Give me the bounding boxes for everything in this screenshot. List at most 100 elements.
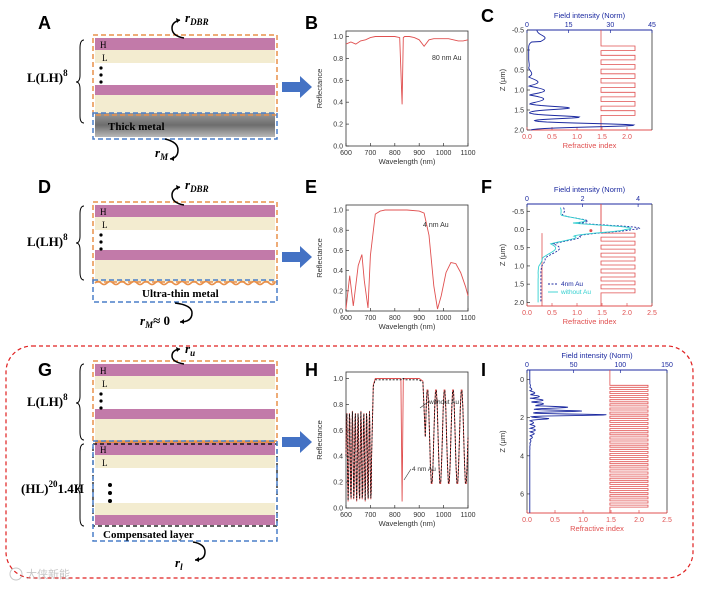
y-axis-label: Z (μm) [498, 243, 507, 266]
field-intensity-curve [528, 370, 607, 513]
x-tick-label: 2.0 [622, 134, 632, 141]
metal-border [92, 112, 278, 140]
x-tick-label: 700 [365, 315, 377, 322]
y-axis-label: Z (μm) [498, 68, 507, 91]
x-tick-label: 2.0 [634, 517, 644, 524]
compensated-layer-label: Compensated layer [103, 529, 194, 541]
curved-arrow-rdbr-D [171, 186, 185, 206]
series-without-au [345, 378, 469, 501]
panel-letter-F: F [481, 177, 492, 197]
y-tick-label: 2.0 [514, 300, 524, 307]
x-tick-label: 0.5 [547, 134, 557, 141]
y-tick-label: 1.5 [514, 108, 524, 115]
r-m-A: rM [155, 145, 169, 162]
x-tick-label: 0.5 [550, 517, 560, 524]
plot-frame [345, 204, 469, 312]
r-l: rl [175, 555, 183, 572]
top-tick-label: 2 [581, 196, 585, 203]
x-tick-label: 900 [413, 315, 425, 322]
dbr-border [92, 34, 278, 116]
x-axis-label: Wavelength (nm) [379, 157, 436, 166]
top-axis-label: Field intensity (Norm) [561, 351, 633, 360]
curved-arrow-rm-D [174, 302, 193, 323]
y-tick-label: 4 [520, 453, 524, 460]
series-reflectance [345, 209, 469, 310]
annotation-4nm-au: 4 nm Au [412, 466, 436, 473]
series-reflectance [345, 36, 469, 105]
brace-A [75, 39, 85, 124]
y-tick-label: 0.0 [514, 227, 524, 234]
r-m-D: rM≈ 0 [140, 313, 170, 330]
y-axis-label: Z (μm) [498, 430, 507, 453]
refractive-index-profile [609, 370, 649, 513]
y-tick-label: 0.5 [514, 245, 524, 252]
brace-G2 [75, 443, 85, 527]
y-tick-label: 1.0 [333, 34, 343, 41]
chart-I: 0.0 0.5 1.0 1.5 2.0 2.5 0 50 100 150 0 2 4 6 Refractiv… [498, 351, 673, 533]
arrow-A-B [282, 76, 312, 98]
panel-letter-A: A [38, 13, 51, 33]
y-tick-label: 0.0 [333, 309, 343, 316]
watermark: 大侠新能 [9, 567, 70, 581]
x-tick-label: 700 [365, 512, 377, 519]
r-dbr-A: rDBR [185, 10, 209, 27]
x-tick-label: 900 [413, 512, 425, 519]
arrow-G-H [282, 431, 312, 453]
annotation-without-au: without Au [428, 399, 459, 406]
y-tick-label: 0.2 [333, 122, 343, 129]
formula-D: L(LH)8 [27, 232, 68, 249]
panel-letter-H: H [305, 360, 318, 380]
legend-label-4nm: 4nm Au [561, 281, 583, 288]
y-axis-label: Reflectance [315, 420, 324, 460]
y-tick-label: 0.2 [333, 288, 343, 295]
top-axis-label: Field intensity (Norm) [554, 185, 626, 194]
x-tick-label: 1.5 [597, 310, 607, 317]
ultra-thin-metal-layer [94, 280, 276, 286]
y-tick-label: 1.5 [514, 282, 524, 289]
curved-arrow-ru [171, 348, 185, 365]
plot-frame [345, 30, 469, 147]
top-tick-label: 4 [636, 196, 640, 203]
top-tick-label: 0 [525, 362, 529, 369]
chart-B: 600 700 800 900 1000 1100 0.0 0.2 0.4 0.6 0.8 1.0 Wa… [315, 30, 476, 166]
annotation-leader [419, 401, 429, 409]
field-curve-4nm [540, 207, 641, 303]
top-tick-label: 45 [648, 22, 656, 29]
y-tick-label: 2 [520, 415, 524, 422]
stack-G: H L H L Compensated layer [92, 360, 278, 542]
field-curve-without [537, 207, 632, 303]
top-tick-label: 30 [606, 22, 614, 29]
x-tick-label: 600 [340, 512, 352, 519]
y-tick-label: 0.0 [333, 506, 343, 513]
h-label-G: H [100, 366, 107, 376]
y-tick-label: 0.4 [333, 100, 343, 107]
chart-H: 600 700 800 900 1000 1100 0.0 0.2 0.4 0.6 0.8 1.0 Wa… [315, 371, 476, 528]
top-tick-label: 50 [570, 362, 578, 369]
x-tick-label: 0.5 [547, 310, 557, 317]
y-tick-label: 2.0 [514, 128, 524, 135]
top-tick-label: 100 [614, 362, 626, 369]
red-dashed-group-border [5, 345, 694, 579]
arrow-D-E [282, 246, 312, 268]
chart-F: 0.0 0.5 1.0 1.5 2.0 2.5 0 2 4 -0.5 0.0 0.5 1.0 1.5 2.0… [498, 185, 657, 326]
x-tick-label: 1.0 [572, 134, 582, 141]
brace-G1 [75, 363, 85, 441]
top-tick-label: 15 [565, 22, 573, 29]
refractive-index-profile [600, 204, 636, 306]
x-tick-label: 0.0 [522, 517, 532, 524]
metal-border-D [92, 279, 278, 303]
panel-letter-C: C [481, 6, 494, 26]
x-tick-label: 1000 [436, 315, 452, 322]
y-tick-label: 0.8 [333, 56, 343, 63]
y-tick-label: -0.5 [512, 209, 524, 216]
y-tick-label: 1.0 [333, 208, 343, 215]
formula-G1: L(LH)8 [27, 392, 68, 409]
h-label: H [100, 40, 107, 50]
x-tick-label: 800 [389, 512, 401, 519]
chart-E: 600 700 800 900 1000 1100 0.0 0.2 0.4 0.6 0.8 1.0 Wa… [315, 204, 476, 331]
x-axis-label: Refractive index [570, 524, 624, 533]
y-tick-label: 0.8 [333, 228, 343, 235]
x-tick-label: 600 [340, 150, 352, 157]
y-tick-label: 0.0 [333, 144, 343, 151]
